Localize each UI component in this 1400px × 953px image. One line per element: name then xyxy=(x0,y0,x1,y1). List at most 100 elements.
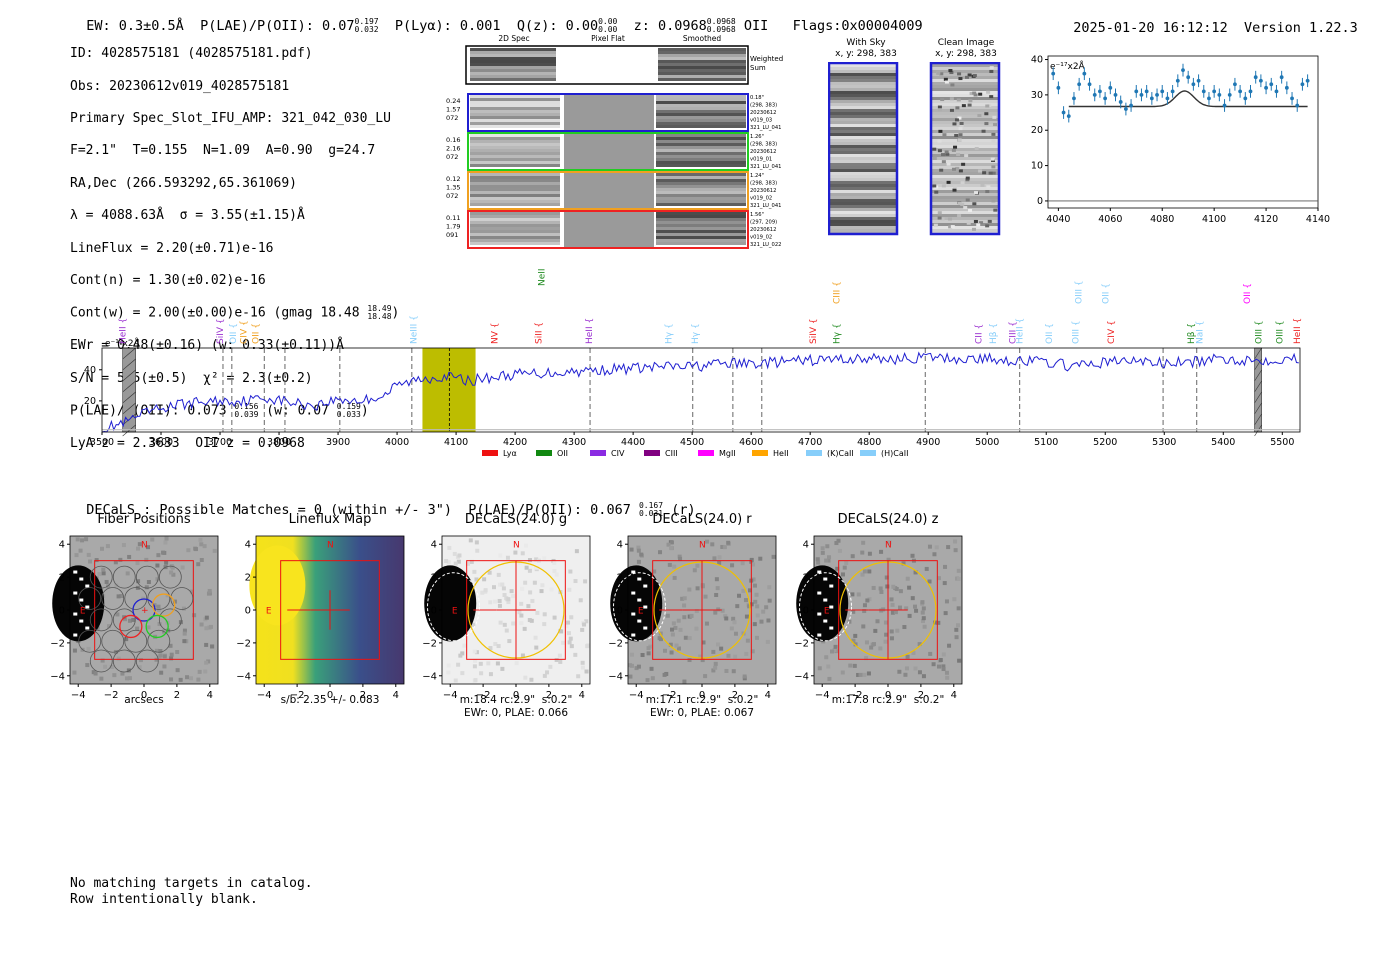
header-timestamp: 2025-01-20 16:12:12 xyxy=(1073,20,1228,36)
legend-swatch xyxy=(752,450,768,456)
noise-pixel xyxy=(957,138,962,142)
noise-pixel xyxy=(761,609,766,614)
spectrum-x-tick-label: 4700 xyxy=(798,437,822,448)
noise-pixel xyxy=(170,565,175,570)
zoom-y-tick-label: 20 xyxy=(1031,125,1043,136)
noise-pixel xyxy=(866,671,871,676)
noise-pixel xyxy=(126,668,131,673)
info-plae-w-hi: 0.159 xyxy=(336,402,361,412)
noise-pixel xyxy=(511,594,516,599)
cutout-band xyxy=(470,101,560,104)
spectrum-x-tick-label: 4200 xyxy=(503,437,527,448)
saturated-pixel xyxy=(73,570,78,574)
emission-line-label: HeII { xyxy=(119,318,129,344)
noise-pixel xyxy=(890,610,895,615)
noise-pixel xyxy=(747,604,752,609)
legend-swatch xyxy=(536,450,552,456)
noise-pixel xyxy=(530,598,535,603)
noise-pixel xyxy=(486,661,491,666)
noise-pixel xyxy=(927,544,932,549)
noise-pixel xyxy=(534,645,539,650)
data-point xyxy=(1144,89,1149,94)
saturated-pixel xyxy=(79,619,84,623)
noise-pixel xyxy=(131,617,136,622)
noise-pixel xyxy=(825,544,830,549)
east-label: E xyxy=(824,606,830,616)
hatch xyxy=(122,369,136,382)
noise-pixel xyxy=(887,540,892,545)
noise-pixel xyxy=(636,664,641,669)
emission-line-label: HeII { xyxy=(1016,318,1026,344)
noise-pixel xyxy=(959,121,964,125)
cutout-band xyxy=(656,179,746,182)
data-point xyxy=(1196,78,1201,83)
noise-pixel xyxy=(765,639,770,644)
noise-pixel xyxy=(124,637,129,642)
noise-pixel xyxy=(137,542,142,547)
decals-x-tick-label: −4 xyxy=(71,690,86,701)
noise-pixel xyxy=(678,627,683,632)
noise-pixel xyxy=(948,69,953,73)
info-plae-w-lo: 0.033 xyxy=(336,410,361,420)
noise-pixel xyxy=(695,586,700,591)
sky-band xyxy=(830,163,896,166)
emission-line-label: Hγ { xyxy=(665,323,675,344)
noise-pixel xyxy=(158,649,163,654)
noise-pixel xyxy=(628,674,633,679)
noise-pixel xyxy=(680,596,685,601)
noise-pixel xyxy=(961,162,966,166)
noise-pixel xyxy=(534,557,539,562)
noise-pixel xyxy=(636,559,641,564)
noise-pixel xyxy=(955,106,960,110)
emission-line-label: CII { xyxy=(974,324,984,344)
legend-swatch xyxy=(860,450,876,456)
cutout-band xyxy=(656,137,746,140)
header-z-line: OII xyxy=(743,18,769,34)
row-right-label: (297, 209) xyxy=(750,220,777,226)
noise-pixel xyxy=(169,677,174,682)
noise-pixel xyxy=(973,219,978,223)
cutout-band xyxy=(656,143,746,146)
noise-pixel xyxy=(144,585,149,590)
noise-pixel xyxy=(964,75,969,79)
row-smooth xyxy=(656,134,746,167)
row-spec xyxy=(470,95,560,128)
noise-pixel xyxy=(853,642,858,647)
noise-pixel xyxy=(580,665,585,670)
spectrum-x-tick-label: 4000 xyxy=(385,437,409,448)
decals-sum-hi: 0.167 xyxy=(638,501,664,510)
noise-pixel xyxy=(758,556,763,561)
fiber-circle xyxy=(147,629,171,653)
data-point xyxy=(1061,110,1066,115)
spectrum-x-tick-label: 4900 xyxy=(916,437,940,448)
cutout-band xyxy=(470,107,560,110)
sky-band xyxy=(830,148,896,151)
sky-band xyxy=(830,214,896,217)
noise-pixel xyxy=(673,625,678,630)
noise-pixel xyxy=(737,593,742,598)
row-pixel-flat xyxy=(564,134,654,169)
emission-line-label: Hβ { xyxy=(1187,323,1197,344)
noise-pixel xyxy=(830,649,835,654)
noise-pixel xyxy=(446,663,451,668)
noise-pixel xyxy=(713,665,718,670)
noise-pixel xyxy=(452,551,457,556)
flux-peak xyxy=(249,545,306,626)
noise-pixel xyxy=(947,643,952,648)
cutout-band xyxy=(470,239,560,242)
noise-pixel xyxy=(941,184,946,188)
cutout-band xyxy=(658,63,746,66)
saturated-pixel xyxy=(631,633,636,637)
fiber-circle xyxy=(101,587,125,610)
data-point xyxy=(1238,89,1243,94)
noise-pixel xyxy=(862,569,867,574)
noise-pixel xyxy=(711,668,716,673)
noise-pixel xyxy=(853,633,858,638)
decals-sum-lo: 0.031 xyxy=(638,509,664,518)
noise-pixel xyxy=(836,538,841,543)
cutout-band xyxy=(656,152,746,155)
cutout-band xyxy=(656,110,746,113)
sky-band xyxy=(830,169,896,172)
noise-pixel xyxy=(539,589,544,594)
noise-pixel xyxy=(957,658,962,663)
